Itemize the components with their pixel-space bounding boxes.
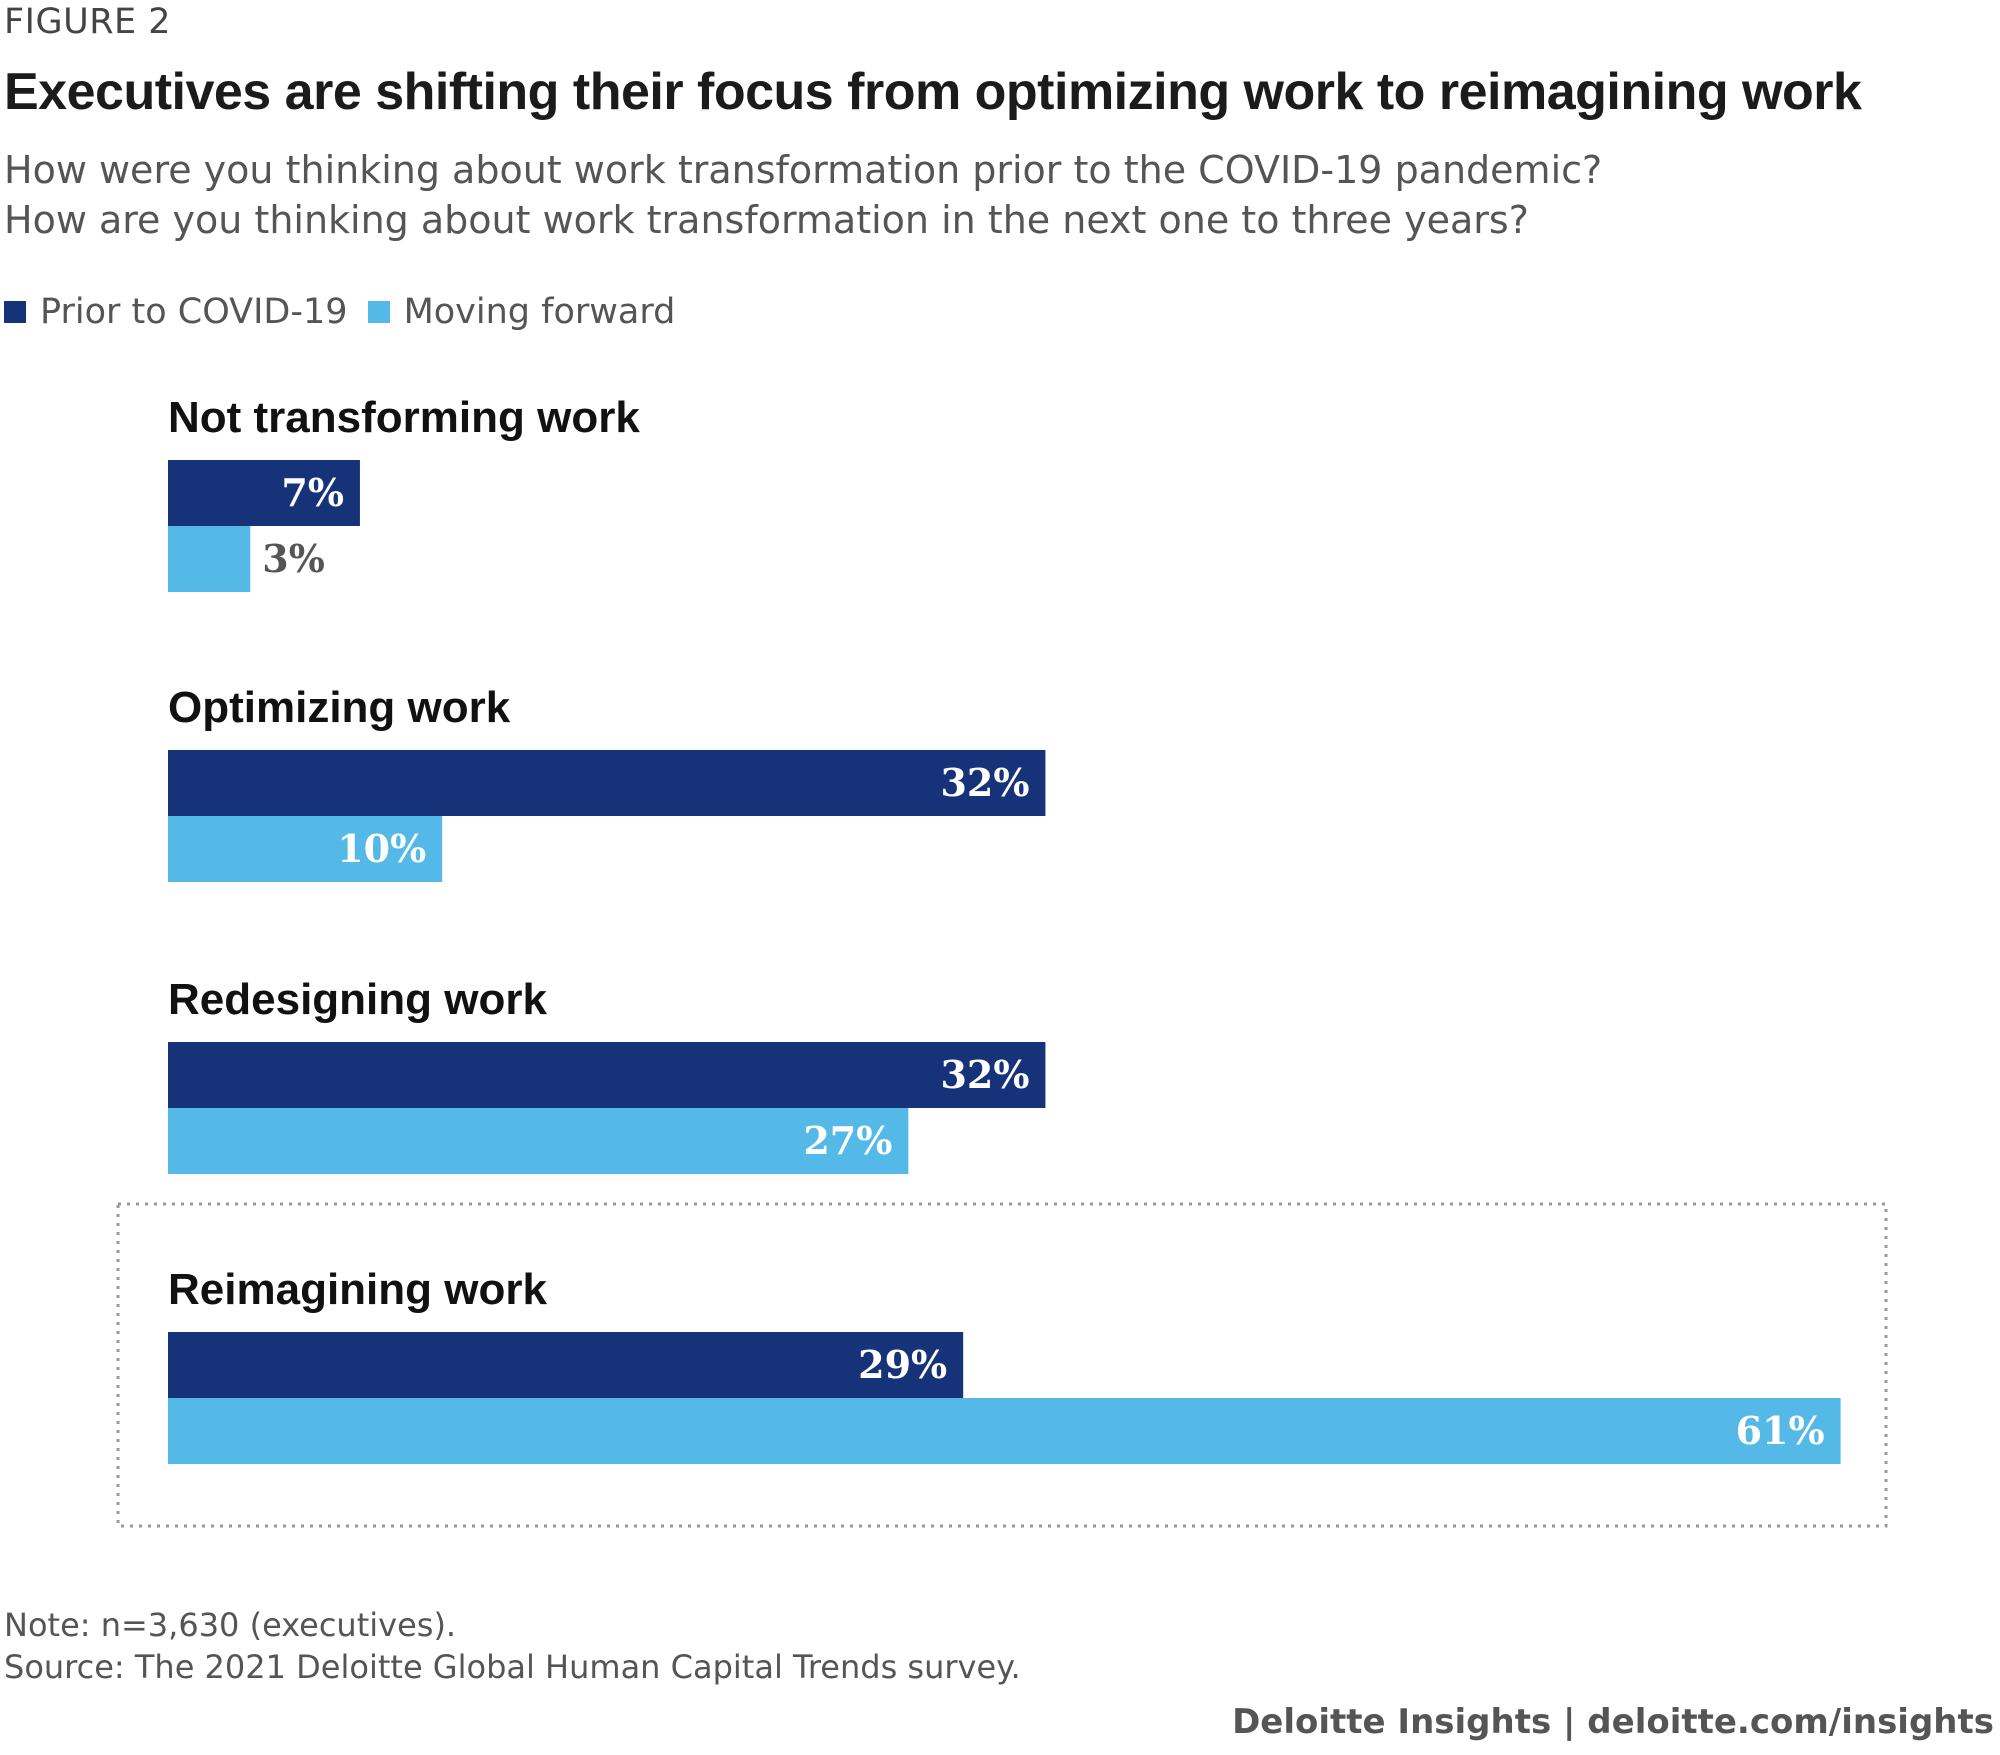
bar-prior xyxy=(168,460,360,526)
data-label: 32% xyxy=(940,1052,1029,1097)
bar-forward xyxy=(168,526,251,592)
legend-item-prior: Prior to COVID-19 xyxy=(4,292,348,332)
chart-title: Executives are shifting their focus from… xyxy=(4,63,1862,121)
chart-subtitle-1: How were you thinking about work transfo… xyxy=(4,148,1603,192)
figure-label: FIGURE 2 xyxy=(4,2,172,42)
chart-note: Note: n=3,630 (executives). xyxy=(4,1606,457,1644)
chart-subtitle-2: How are you thinking about work transfor… xyxy=(4,198,1529,242)
legend-item-forward: Moving forward xyxy=(367,292,676,332)
data-label: 29% xyxy=(858,1342,947,1387)
brand-footer: Deloitte Insights | deloitte.com/insight… xyxy=(1232,1702,1994,1742)
category-label: Optimizing work xyxy=(168,683,511,732)
data-label: 7% xyxy=(281,470,344,515)
legend-label-prior: Prior to COVID-19 xyxy=(40,292,348,332)
category-label: Redesigning work xyxy=(168,975,547,1024)
legend-label-forward: Moving forward xyxy=(403,292,676,332)
bar-forward xyxy=(168,1108,909,1174)
legend-swatch-forward xyxy=(367,301,390,323)
category-label: Not transforming work xyxy=(168,393,640,442)
bar-forward xyxy=(168,816,443,882)
chart-source: Source: The 2021 Deloitte Global Human C… xyxy=(4,1648,1021,1686)
bar-prior xyxy=(168,750,1046,816)
legend: Prior to COVID-19 Moving forward xyxy=(4,292,695,332)
category-label: Reimagining work xyxy=(168,1265,547,1314)
legend-swatch-prior xyxy=(4,301,26,323)
data-label: 3% xyxy=(262,536,325,581)
data-label: 10% xyxy=(337,826,426,871)
bar-prior xyxy=(168,1332,964,1398)
highlight-box xyxy=(116,1202,1888,1528)
bar-prior xyxy=(168,1042,1046,1108)
data-label: 61% xyxy=(1736,1408,1825,1453)
bar-forward xyxy=(168,1398,1841,1464)
data-label: 32% xyxy=(940,760,1029,805)
data-label: 27% xyxy=(803,1118,892,1163)
